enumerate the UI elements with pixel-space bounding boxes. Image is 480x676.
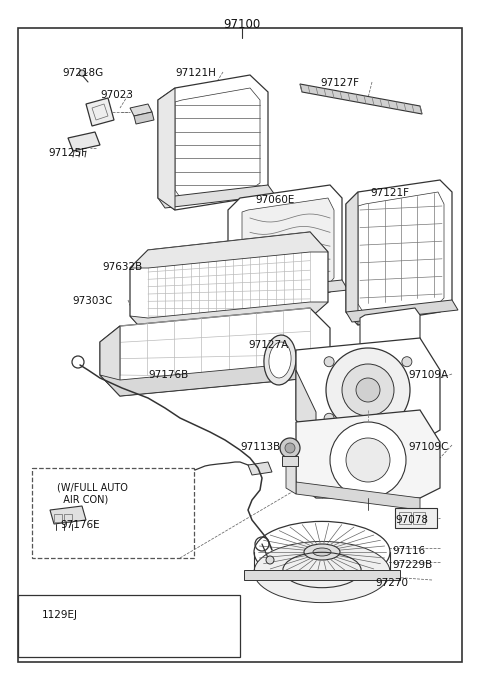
Circle shape xyxy=(342,364,394,416)
Circle shape xyxy=(266,556,274,564)
Text: 97632B: 97632B xyxy=(102,262,142,272)
Text: (W/FULL AUTO
  AIR CON): (W/FULL AUTO AIR CON) xyxy=(57,483,128,504)
Polygon shape xyxy=(300,84,422,114)
Circle shape xyxy=(356,378,380,402)
Bar xyxy=(18,595,240,657)
Text: 1129EJ: 1129EJ xyxy=(42,610,78,620)
Polygon shape xyxy=(68,132,100,151)
Polygon shape xyxy=(286,442,296,494)
Circle shape xyxy=(326,348,410,432)
Circle shape xyxy=(330,422,406,498)
Text: 97176B: 97176B xyxy=(148,370,188,380)
Polygon shape xyxy=(100,362,330,396)
Text: 97023: 97023 xyxy=(100,90,133,100)
Polygon shape xyxy=(296,410,440,498)
Polygon shape xyxy=(100,308,330,396)
Bar xyxy=(244,570,400,580)
Ellipse shape xyxy=(269,342,291,378)
Circle shape xyxy=(324,357,334,366)
Text: 97270: 97270 xyxy=(375,578,408,588)
Text: 97127F: 97127F xyxy=(320,78,359,88)
Text: 97121F: 97121F xyxy=(370,188,409,198)
Bar xyxy=(395,508,437,528)
Text: 97109A: 97109A xyxy=(408,370,448,380)
Bar xyxy=(399,512,411,524)
Polygon shape xyxy=(130,104,152,116)
Polygon shape xyxy=(158,185,275,208)
Text: 97116: 97116 xyxy=(392,546,425,556)
Text: 97121H: 97121H xyxy=(175,68,216,78)
Polygon shape xyxy=(296,338,440,442)
Polygon shape xyxy=(242,198,334,295)
Polygon shape xyxy=(134,112,154,124)
Text: 97218G: 97218G xyxy=(62,68,103,78)
Text: 97229B: 97229B xyxy=(392,560,432,570)
Polygon shape xyxy=(360,308,420,358)
Bar xyxy=(282,456,298,466)
Polygon shape xyxy=(248,462,272,475)
Ellipse shape xyxy=(313,548,331,556)
Polygon shape xyxy=(130,232,328,268)
Bar xyxy=(54,514,62,522)
Polygon shape xyxy=(228,280,348,302)
Circle shape xyxy=(285,443,295,453)
Text: 97176E: 97176E xyxy=(60,520,100,530)
Text: 97109C: 97109C xyxy=(408,442,448,452)
Polygon shape xyxy=(346,192,358,325)
Ellipse shape xyxy=(304,544,340,560)
Bar xyxy=(64,514,72,522)
Bar xyxy=(32,468,194,558)
Bar xyxy=(413,512,425,524)
Polygon shape xyxy=(100,326,120,396)
Text: 97100: 97100 xyxy=(223,18,261,31)
Polygon shape xyxy=(86,98,114,126)
Text: 97078: 97078 xyxy=(395,515,428,525)
Circle shape xyxy=(402,357,412,366)
Circle shape xyxy=(67,627,77,637)
Polygon shape xyxy=(296,370,316,442)
Text: 97113B: 97113B xyxy=(240,442,280,452)
Text: 97060E: 97060E xyxy=(255,195,294,205)
Polygon shape xyxy=(228,185,342,305)
Polygon shape xyxy=(346,300,458,322)
Text: 97125F: 97125F xyxy=(48,148,87,158)
Circle shape xyxy=(402,413,412,423)
Circle shape xyxy=(280,438,300,458)
Polygon shape xyxy=(296,482,420,510)
Circle shape xyxy=(346,438,390,482)
Polygon shape xyxy=(158,88,175,210)
Polygon shape xyxy=(346,180,452,325)
Polygon shape xyxy=(130,302,328,336)
Text: 97127A: 97127A xyxy=(248,340,288,350)
Polygon shape xyxy=(158,75,268,210)
Ellipse shape xyxy=(254,521,390,583)
Circle shape xyxy=(324,413,334,423)
Text: 97303C: 97303C xyxy=(72,296,112,306)
Circle shape xyxy=(79,70,85,76)
Ellipse shape xyxy=(264,335,296,385)
Ellipse shape xyxy=(254,541,390,602)
Polygon shape xyxy=(130,232,328,336)
Polygon shape xyxy=(50,506,86,524)
